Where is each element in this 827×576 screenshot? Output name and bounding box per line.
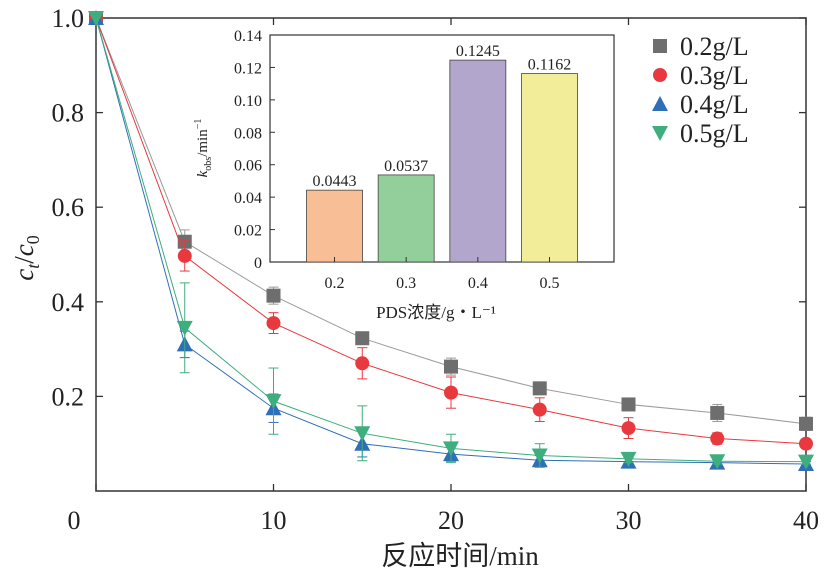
- legend-label: 0.2g/L: [680, 32, 749, 61]
- y-axis-label-sub1: t: [23, 263, 43, 269]
- inset-y-tick-label: 0: [254, 255, 262, 272]
- x-tick-label: 10: [261, 506, 287, 535]
- data-point: [88, 11, 104, 26]
- data-point: [354, 426, 371, 442]
- inset-bar-chart: 0.0443 0.0537 0.1245 0.1162 0 0.02 0.04 0.06 0.…: [193, 28, 615, 322]
- inset-y-label-sup: −1: [193, 119, 204, 130]
- inset-y-label-rest: /min: [195, 129, 211, 157]
- y-axis-label-base2: c: [9, 244, 39, 256]
- y-tick-label: 0.2: [52, 382, 85, 411]
- x-tick-label: 20: [438, 506, 464, 535]
- y-axis-label-slash: /: [9, 256, 39, 264]
- inset-x-tick-label: 0.2: [325, 275, 345, 292]
- legend-label: 0.5g/L: [680, 119, 749, 148]
- inset-bar-value-label: 0.0537: [384, 158, 428, 175]
- legend-entry: 0.4g/L: [652, 90, 749, 119]
- data-point: [265, 394, 282, 410]
- y-tick-label: 1.0: [52, 4, 85, 33]
- data-point: [710, 405, 725, 420]
- inset-bar: [521, 73, 578, 263]
- data-point: [532, 381, 547, 396]
- data-point: [531, 448, 548, 464]
- main-axes: 0 10 20 30 40 0.2 0.4 0.6 0.8 1.0: [52, 4, 820, 535]
- legend-marker: [652, 96, 668, 111]
- inset-bar: [306, 189, 363, 263]
- inset-y-label-sub: obs: [203, 157, 214, 171]
- legend-marker: [652, 126, 668, 141]
- data-point: [443, 441, 459, 457]
- legend-entry: 0.2g/L: [653, 32, 749, 61]
- y-tick-label: 0.6: [52, 193, 85, 222]
- data-point: [444, 359, 458, 374]
- x-tick-label: 40: [793, 506, 819, 535]
- y-tick-label: 0.8: [52, 99, 85, 128]
- inset-bar-value-label: 0.1162: [528, 57, 571, 74]
- inset-bar: [449, 59, 507, 263]
- series-3: [88, 11, 814, 470]
- y-axis-label-base1: c: [9, 269, 39, 281]
- inset-bars-layer: 0.0443 0.0537 0.1245 0.1162: [306, 43, 578, 263]
- inset-x-axis-label: PDS浓度/g・L⁻¹: [376, 303, 496, 322]
- inset-x-tick-label: 0.4: [468, 275, 488, 292]
- y-axis-label: ct/c0: [9, 235, 43, 281]
- y-tick-label: 0.4: [52, 288, 85, 317]
- inset-y-axis-label: kobs/min−1: [193, 119, 214, 178]
- data-point: [798, 454, 814, 470]
- legend-entry: 0.3g/L: [653, 61, 749, 90]
- data-point: [532, 402, 547, 417]
- inset-bar: [377, 174, 435, 263]
- main-series-layer: [88, 10, 814, 472]
- legend-marker: [653, 68, 667, 82]
- inset-y-tick-label: 0.04: [234, 190, 262, 207]
- inset-axes: 0 0.02 0.04 0.06 0.08 0.10 0.12 0.14 0.2 0.3 0.4 0.…: [234, 28, 560, 292]
- data-point: [621, 397, 636, 412]
- data-point: [799, 416, 813, 431]
- data-point: [355, 331, 370, 346]
- legend-label: 0.4g/L: [680, 90, 749, 119]
- data-point: [621, 421, 636, 436]
- legend: 0.2g/L0.3g/L0.4g/L0.5g/L: [652, 32, 749, 148]
- inset-y-tick-label: 0.12: [234, 60, 262, 77]
- data-point: [444, 385, 458, 400]
- inset-bar-value-label: 0.0443: [313, 173, 357, 190]
- x-tick-label: 0: [68, 506, 81, 535]
- x-axis-label: 反应时间/min: [381, 541, 539, 571]
- data-point: [620, 451, 637, 467]
- y-axis-label-sub2: 0: [23, 235, 43, 244]
- inset-y-tick-label: 0.10: [234, 93, 262, 110]
- data-point: [355, 356, 370, 371]
- inset-y-label-base: k: [195, 170, 211, 177]
- legend-entry: 0.5g/L: [652, 119, 749, 148]
- inset-y-tick-label: 0.06: [234, 158, 262, 175]
- data-point: [266, 316, 281, 331]
- inset-x-tick-label: 0.3: [396, 275, 416, 292]
- data-point: [177, 248, 192, 263]
- inset-y-tick-label: 0.08: [234, 125, 262, 142]
- data-point: [710, 431, 725, 446]
- inset-y-tick-label: 0.14: [234, 28, 262, 45]
- inset-x-tick-label: 0.5: [540, 275, 560, 292]
- legend-label: 0.3g/L: [680, 61, 749, 90]
- data-point: [709, 454, 726, 470]
- x-tick-label: 30: [616, 506, 642, 535]
- data-point: [799, 436, 813, 451]
- inset-y-tick-label: 0.02: [234, 223, 262, 240]
- inset-bar-value-label: 0.1245: [456, 43, 500, 60]
- data-point: [176, 320, 193, 336]
- legend-marker: [653, 39, 667, 53]
- data-point: [266, 288, 281, 303]
